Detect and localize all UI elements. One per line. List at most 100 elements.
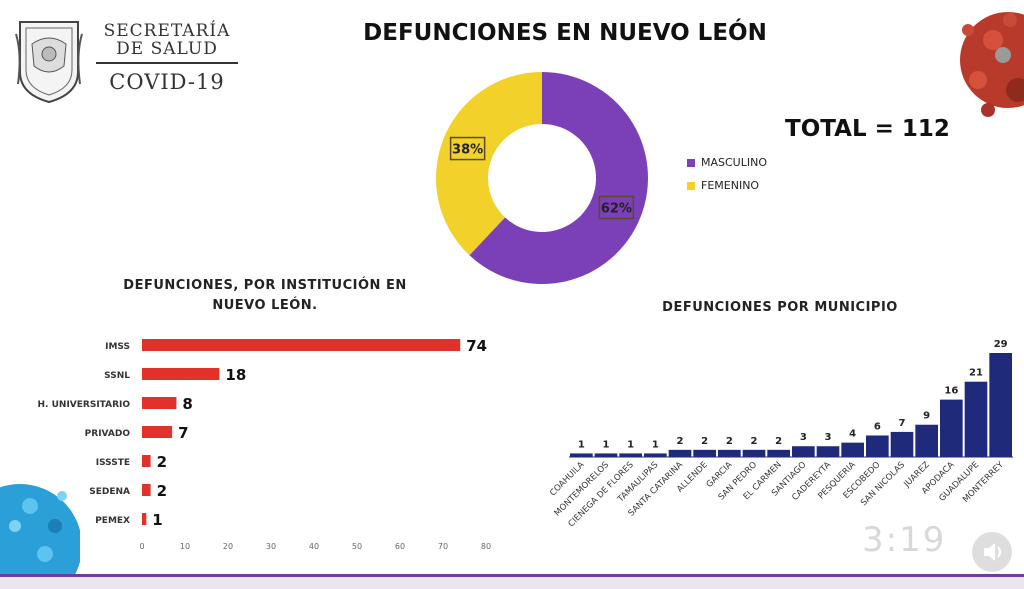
institution-value-label: 2: [157, 453, 167, 471]
institution-category-label: H. UNIVERSITARIO: [38, 400, 131, 410]
municipio-value-label: 2: [775, 436, 782, 447]
org-line-1: SECRETARÍA: [103, 21, 231, 41]
organization-name: SECRETARÍA DE SALUD COVID-19: [96, 22, 238, 94]
institution-value-label: 8: [182, 395, 192, 413]
institution-category-label: SEDENA: [89, 487, 130, 497]
municipio-value-label: 9: [923, 411, 930, 422]
pie-slice-masculino: [469, 72, 648, 284]
municipio-value-label: 1: [627, 439, 634, 450]
institution-category-label: IMSS: [105, 342, 130, 352]
org-line-2: DE SALUD: [116, 39, 218, 59]
bottom-band: [0, 574, 1024, 589]
municipio-bar: [989, 353, 1012, 457]
pie-label-box: [598, 195, 635, 220]
institution-x-tick-label: 20: [223, 542, 233, 551]
municipio-bar: [767, 449, 790, 457]
institution-value-label: 74: [466, 337, 487, 355]
institution-value-label: 18: [225, 366, 246, 384]
legend-label: MASCULINO: [701, 156, 767, 169]
institution-bar: [142, 455, 151, 467]
municipio-bar: [718, 449, 741, 457]
municipio-value-label: 29: [994, 339, 1008, 350]
institution-x-tick-label: 70: [438, 542, 448, 551]
institution-category-label: PRIVADO: [85, 429, 131, 439]
municipio-value-label: 16: [944, 386, 958, 397]
municipio-bar: [915, 424, 938, 457]
institution-chart-title: DEFUNCIONES, POR INSTITUCIÓN EN NUEVO LE…: [100, 276, 430, 316]
institution-bar: [142, 368, 220, 380]
video-timer: 3:19: [862, 520, 947, 560]
page-title: DEFUNCIONES EN NUEVO LEÓN: [363, 20, 767, 46]
institution-x-tick-label: 40: [309, 542, 319, 551]
municipio-bar: [742, 449, 766, 457]
municipio-value-label: 2: [726, 436, 733, 447]
municipio-bar: [644, 453, 667, 457]
municipio-value-label: 1: [652, 439, 659, 450]
pie-slice-femenino: [436, 72, 542, 256]
pie-label-box: [449, 136, 486, 161]
municipio-value-label: 7: [899, 418, 906, 429]
legend-swatch: [687, 181, 695, 190]
speaker-icon: [984, 543, 1001, 561]
institution-bar: [142, 339, 461, 351]
institution-x-tick-label: 50: [352, 542, 362, 551]
municipio-bar: [866, 435, 889, 457]
institution-bar: [142, 426, 173, 438]
pie-legend: MASCULINO FEMENINO: [687, 156, 767, 202]
legend-label: FEMENINO: [701, 179, 760, 192]
institution-chart-title-line: DEFUNCIONES, POR INSTITUCIÓN EN: [123, 278, 407, 293]
institution-x-tick-label: 0: [139, 542, 144, 551]
institution-value-label: 7: [178, 424, 188, 442]
institution-category-label: SSNL: [104, 371, 130, 381]
state-seal-logo: [15, 21, 83, 104]
municipio-bar: [890, 431, 914, 457]
municipio-chart-title: DEFUNCIONES POR MUNICIPIO: [662, 300, 898, 315]
municipio-bar: [792, 446, 815, 457]
municipio-value-label: 2: [701, 436, 708, 447]
institution-x-tick-label: 10: [180, 542, 190, 551]
municipio-value-label: 3: [825, 432, 832, 443]
municipio-value-label: 3: [800, 432, 807, 443]
municipio-bar: [940, 399, 963, 457]
municipio-value-label: 2: [677, 436, 684, 447]
municipio-value-label: 4: [849, 429, 856, 440]
org-line-3: COVID-19: [109, 70, 225, 94]
legend-item-masculino: MASCULINO: [687, 156, 767, 169]
institution-chart-title-line: NUEVO LEÓN.: [212, 298, 318, 313]
municipio-value-label: 1: [578, 439, 585, 450]
virus-illustration-icon: [960, 12, 1024, 117]
legend-swatch: [687, 158, 695, 167]
institution-bar: [142, 513, 147, 525]
institution-bar: [142, 397, 177, 409]
virus-illustration-icon: [0, 484, 80, 576]
legend-item-femenino: FEMENINO: [687, 179, 767, 192]
municipio-bar: [816, 446, 840, 457]
pie-data-label: 38%: [452, 143, 483, 158]
municipio-value-label: 6: [874, 421, 881, 432]
municipio-bar: [964, 381, 988, 457]
pie-data-label: 62%: [601, 201, 632, 216]
institution-category-label: ISSSTE: [96, 458, 130, 468]
municipio-bar: [619, 453, 642, 457]
institution-x-tick-label: 30: [266, 542, 276, 551]
municipio-bar: [668, 449, 692, 457]
municipio-value-label: 2: [751, 436, 758, 447]
sound-button[interactable]: [972, 532, 1012, 572]
municipio-category-label: SAN NICOLAS: [859, 460, 907, 508]
municipio-bar: [693, 449, 716, 457]
institution-x-tick-label: 80: [481, 542, 491, 551]
institution-x-tick-label: 60: [395, 542, 405, 551]
municipio-bar: [594, 453, 618, 457]
institution-value-label: 1: [152, 511, 162, 529]
municipio-bar: [841, 442, 864, 457]
org-divider: [96, 62, 238, 64]
institution-bar: [142, 484, 151, 496]
total-label: TOTAL = 112: [785, 116, 950, 142]
institution-value-label: 2: [157, 482, 167, 500]
institution-category-label: PEMEX: [95, 516, 130, 526]
municipio-value-label: 21: [969, 368, 983, 379]
municipio-bar: [570, 453, 593, 457]
municipio-value-label: 1: [603, 439, 610, 450]
